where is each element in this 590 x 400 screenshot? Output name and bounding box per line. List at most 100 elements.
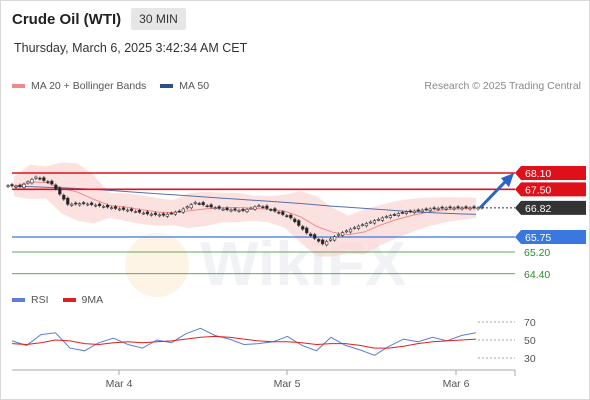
candle-body [157, 214, 161, 217]
candle-body [185, 206, 189, 209]
candle-body [368, 221, 373, 224]
candle-body [372, 220, 377, 224]
candle-body [6, 185, 10, 187]
candle-body [14, 185, 18, 188]
candle-body [233, 208, 237, 211]
candle-body [428, 208, 432, 211]
x-axis: Mar 4 Mar 5 Mar 6 [12, 369, 516, 390]
candle-body [456, 206, 460, 209]
candle-body [360, 224, 365, 227]
price-tag-65.75 [515, 230, 586, 244]
interval-badge[interactable]: 30 MIN [131, 8, 186, 30]
forecast-arrow-head [501, 173, 514, 188]
rsi-line [11, 327, 477, 356]
candle-body [396, 213, 400, 216]
candle-body [98, 203, 102, 206]
candle-body [241, 208, 245, 211]
candle-body [213, 207, 217, 210]
candle-body [113, 206, 118, 209]
candle-body [289, 214, 293, 219]
candle-body [348, 228, 353, 233]
candle-body [472, 206, 476, 209]
instrument-title: Crude Oil (WTI) [12, 10, 122, 28]
candle-body [277, 211, 281, 214]
candle-body [321, 239, 325, 245]
candle-body [94, 204, 98, 207]
candle-body [265, 205, 269, 209]
candle-body [344, 230, 349, 233]
candle-body [468, 207, 472, 210]
candle-body [400, 212, 404, 214]
candle-body [325, 241, 329, 246]
candle-body [189, 204, 193, 209]
candle-body [145, 211, 150, 215]
candle-body [169, 212, 173, 215]
candle-body [237, 210, 241, 212]
candle-body [22, 183, 26, 189]
candle-body [364, 223, 369, 227]
chart-timestamp: Thursday, March 6, 2025 3:42:34 AM CET [14, 41, 248, 55]
forecast-arrow-shaft [478, 178, 509, 209]
candle-body [181, 208, 185, 213]
candle-body [444, 207, 448, 210]
legend-label-bollinger: MA 20 + Bollinger Bands [31, 80, 147, 92]
candle-body [90, 202, 94, 205]
candle-body [30, 179, 34, 184]
rsi-tick-label: 50 [524, 335, 536, 347]
candle-body [424, 208, 428, 211]
candle-body [62, 194, 66, 200]
candle-body [34, 176, 38, 179]
legend-item-rsi: RSI [12, 294, 49, 306]
rsi-panel: 70 50 30 [11, 317, 536, 365]
candle-body [50, 180, 54, 185]
candle-body [285, 215, 289, 217]
candle-body [448, 206, 452, 209]
legend-item-9ma: 9MA [62, 294, 103, 306]
candle-body [86, 203, 90, 206]
candle-body [141, 212, 146, 215]
legend-item-bollinger: MA 20 + Bollinger Bands [12, 80, 146, 92]
ma20-line [13, 181, 477, 236]
candle-body [70, 203, 74, 206]
price-legend: MA 20 + Bollinger Bands MA 50 [12, 80, 223, 92]
candle-body [376, 218, 381, 221]
candle-body [209, 204, 213, 208]
candle-body [78, 203, 82, 206]
candle-body [460, 207, 464, 210]
candle-body [221, 208, 225, 211]
candle-body [177, 210, 181, 213]
candle-body [102, 206, 106, 208]
candle-body [173, 211, 177, 215]
price-tag-66.82 [515, 200, 586, 215]
candle-body [432, 207, 436, 210]
candle-body [297, 220, 301, 226]
candle-body [66, 197, 70, 205]
watermark-circle [125, 233, 189, 297]
rsi-9ma-line [11, 335, 477, 349]
price-tag-68.10 [515, 166, 586, 180]
candle-body [217, 206, 221, 209]
legend-label-rsi: RSI [31, 294, 49, 306]
price-label-66.82: 66.82 [525, 203, 551, 215]
levels-layer [12, 172, 515, 275]
rsi-legend: RSI 9MA [12, 294, 117, 306]
price-label-67.50: 67.50 [525, 184, 551, 196]
candle-body [161, 213, 165, 216]
candle-body [452, 207, 456, 210]
research-credit: Research © 2025 Trading Central [424, 80, 581, 92]
candle-body [46, 181, 50, 183]
price-label-65.20: 65.20 [524, 247, 550, 259]
candle-body [229, 209, 233, 212]
candle-body [380, 217, 385, 221]
candle-body [384, 216, 388, 218]
price-labels-layer: 68.10 67.50 66.82 65.75 65.20 64.40 [515, 166, 586, 281]
forecast-arrow-layer [478, 173, 514, 209]
candle-body [309, 233, 313, 236]
price-label-68.10: 68.10 [525, 168, 551, 180]
candle-body [340, 232, 345, 236]
candle-body [153, 212, 157, 215]
legend-swatch-bollinger [12, 84, 25, 88]
candle-body [205, 205, 209, 208]
candle-body [269, 209, 273, 211]
